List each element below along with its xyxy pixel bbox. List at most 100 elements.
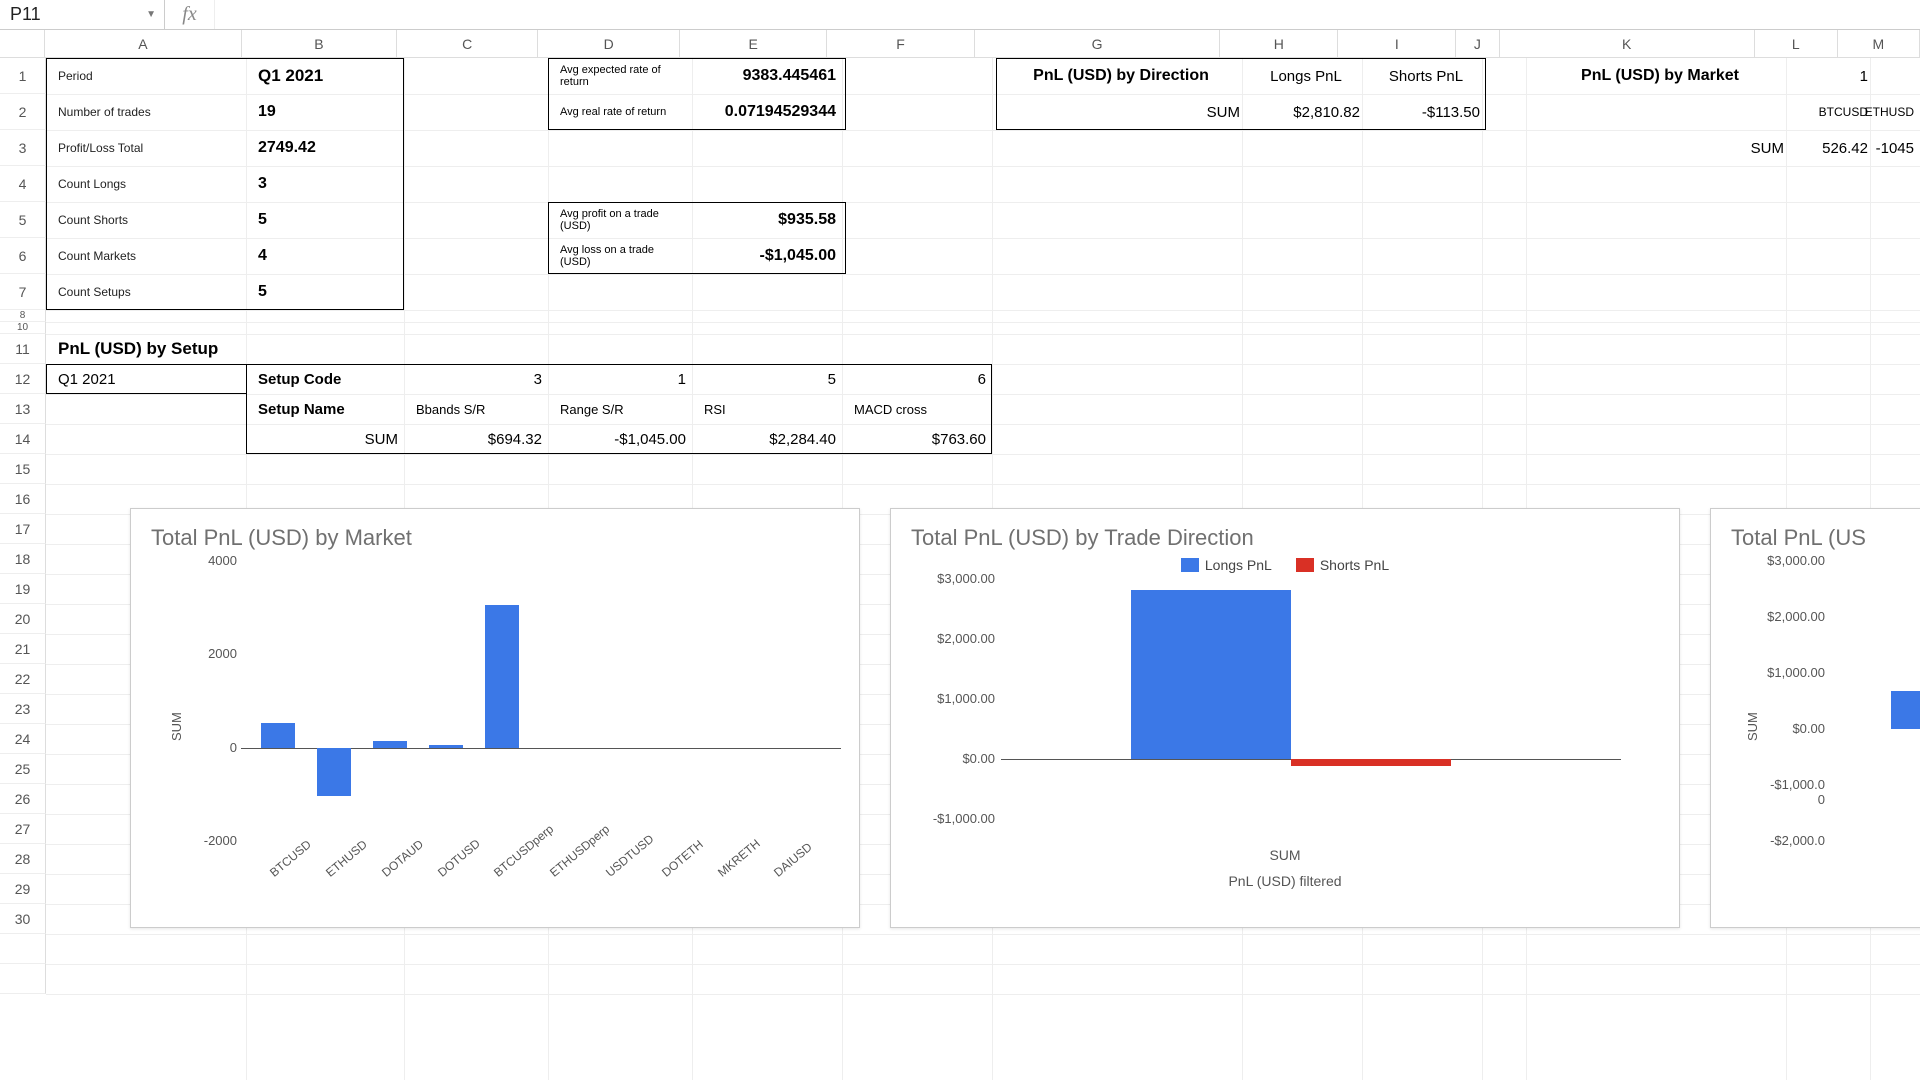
col-header-K[interactable]: K xyxy=(1500,30,1755,57)
col-header-F[interactable]: F xyxy=(827,30,974,57)
row-header-19[interactable]: 19 xyxy=(0,574,46,604)
cell-setup-name-label[interactable]: Setup Name xyxy=(252,394,404,424)
col-header-A[interactable]: A xyxy=(45,30,242,57)
cell-setups-label[interactable]: Count Setups xyxy=(52,274,246,310)
cell-setup-sum-1[interactable]: -$1,045.00 xyxy=(548,424,692,454)
row-header-5[interactable]: 5 xyxy=(0,202,46,238)
cell-shorts-pnl-header[interactable]: Shorts PnL xyxy=(1366,58,1486,94)
cell-setup-code-3[interactable]: 6 xyxy=(842,364,992,394)
cell-exp-return-label[interactable]: Avg expected rate of return xyxy=(554,58,692,94)
cell-real-return-label[interactable]: Avg real rate of return xyxy=(554,94,692,130)
cell-setup-code-1[interactable]: 1 xyxy=(548,364,692,394)
cell-longs-pnl-value[interactable]: $2,810.82 xyxy=(1246,94,1366,130)
row-header-3[interactable]: 3 xyxy=(0,130,46,166)
row-header-12[interactable]: 12 xyxy=(0,364,46,394)
row-header-30[interactable]: 30 xyxy=(0,904,46,934)
cell-ethusd-value[interactable]: -1045 xyxy=(1874,130,1920,166)
row-header-13[interactable]: 13 xyxy=(0,394,46,424)
row-header-14[interactable]: 14 xyxy=(0,424,46,454)
cell-setup-name-2[interactable]: RSI xyxy=(698,394,842,424)
name-box-dropdown-icon[interactable]: ▼ xyxy=(146,9,156,20)
row-header-16[interactable]: 16 xyxy=(0,484,46,514)
col-header-B[interactable]: B xyxy=(242,30,397,57)
cell-btcusd-value[interactable]: 526.42 xyxy=(1790,130,1874,166)
row-header-2[interactable]: 2 xyxy=(0,94,46,130)
row-header-27[interactable]: 27 xyxy=(0,814,46,844)
cell-direction-sum-label[interactable]: SUM xyxy=(996,94,1246,130)
cell-setup-sum-3[interactable]: $763.60 xyxy=(842,424,992,454)
cell-setup-sum-label[interactable]: SUM xyxy=(252,424,404,454)
row-header-6[interactable]: 6 xyxy=(0,238,46,274)
cell-direction-title[interactable]: PnL (USD) by Direction xyxy=(996,58,1246,94)
cell-ethusd-header[interactable]: ETHUSD xyxy=(1874,94,1920,130)
cell-setup-name-1[interactable]: Range S/R xyxy=(554,394,692,424)
cell-avg-profit-label[interactable]: Avg profit on a trade (USD) xyxy=(554,202,692,238)
cell-pnl-label[interactable]: Profit/Loss Total xyxy=(52,130,246,166)
chart-pnl-by-market[interactable]: Total PnL (USD) by Market SUM -200002000… xyxy=(130,508,860,928)
row-header-29[interactable]: 29 xyxy=(0,874,46,904)
col-header-C[interactable]: C xyxy=(397,30,539,57)
col-header-H[interactable]: H xyxy=(1220,30,1338,57)
cell-trades-value[interactable]: 19 xyxy=(252,94,404,130)
chart-pnl-partial[interactable]: Total PnL (US SUM $3,000.00$2,000.00$1,0… xyxy=(1710,508,1920,928)
cell-shorts-pnl-value[interactable]: -$113.50 xyxy=(1366,94,1486,130)
cell-setup-code-label[interactable]: Setup Code xyxy=(252,364,404,394)
row-header-[interactable] xyxy=(0,934,46,964)
cell-pnl-value[interactable]: 2749.42 xyxy=(252,130,404,166)
cell-setup-code-2[interactable]: 5 xyxy=(692,364,842,394)
select-all-corner[interactable] xyxy=(0,30,45,57)
row-header-20[interactable]: 20 xyxy=(0,604,46,634)
col-header-M[interactable]: M xyxy=(1838,30,1920,57)
cell-avg-profit-value[interactable]: $935.58 xyxy=(696,202,842,238)
cell-markets-label[interactable]: Count Markets xyxy=(52,238,246,274)
cell-longs-pnl-header[interactable]: Longs PnL xyxy=(1246,58,1366,94)
row-header-1[interactable]: 1 xyxy=(0,58,46,94)
spreadsheet-area[interactable]: A B C D E F G H I J K L M 12345678101112… xyxy=(0,30,1920,1080)
cell-exp-return-value[interactable]: 9383.445461 xyxy=(696,58,842,94)
row-header-17[interactable]: 17 xyxy=(0,514,46,544)
col-header-E[interactable]: E xyxy=(680,30,827,57)
row-header-22[interactable]: 22 xyxy=(0,664,46,694)
col-header-D[interactable]: D xyxy=(538,30,680,57)
row-header-[interactable] xyxy=(0,964,46,994)
row-header-21[interactable]: 21 xyxy=(0,634,46,664)
row-header-28[interactable]: 28 xyxy=(0,844,46,874)
cell-avg-loss-value[interactable]: -$1,045.00 xyxy=(696,238,842,274)
row-header-4[interactable]: 4 xyxy=(0,166,46,202)
cell-real-return-value[interactable]: 0.07194529344 xyxy=(696,94,842,130)
cell-trades-label[interactable]: Number of trades xyxy=(52,94,246,130)
cell-setup-name-0[interactable]: Bbands S/R xyxy=(410,394,548,424)
cell-market-right-num[interactable]: 1 xyxy=(1790,58,1874,94)
cell-longs-value[interactable]: 3 xyxy=(252,166,404,202)
row-header-11[interactable]: 11 xyxy=(0,334,46,364)
cell-avg-loss-label[interactable]: Avg loss on a trade (USD) xyxy=(554,238,692,274)
cell-btcusd-header[interactable]: BTCUSD xyxy=(1790,94,1874,130)
name-box[interactable]: P11 ▼ xyxy=(0,0,165,29)
cell-shorts-label[interactable]: Count Shorts xyxy=(52,202,246,238)
cell-market-sum-label[interactable]: SUM xyxy=(1530,130,1790,166)
col-header-J[interactable]: J xyxy=(1456,30,1499,57)
row-header-7[interactable]: 7 xyxy=(0,274,46,310)
row-header-15[interactable]: 15 xyxy=(0,454,46,484)
row-header-18[interactable]: 18 xyxy=(0,544,46,574)
chart-pnl-by-direction[interactable]: Total PnL (USD) by Trade Direction Longs… xyxy=(890,508,1680,928)
row-header-26[interactable]: 26 xyxy=(0,784,46,814)
col-header-G[interactable]: G xyxy=(975,30,1221,57)
cell-setup-code-0[interactable]: 3 xyxy=(404,364,548,394)
cell-setup-title[interactable]: PnL (USD) by Setup xyxy=(52,334,352,364)
cell-longs-label[interactable]: Count Longs xyxy=(52,166,246,202)
cell-setup-period[interactable]: Q1 2021 xyxy=(52,364,246,394)
row-header-10[interactable]: 10 xyxy=(0,322,46,334)
col-header-I[interactable]: I xyxy=(1338,30,1456,57)
cell-market-title[interactable]: PnL (USD) by Market xyxy=(1530,58,1790,94)
cell-period-label[interactable]: Period xyxy=(52,58,246,94)
cell-markets-value[interactable]: 4 xyxy=(252,238,404,274)
row-header-25[interactable]: 25 xyxy=(0,754,46,784)
formula-input[interactable] xyxy=(215,0,1920,29)
col-header-L[interactable]: L xyxy=(1755,30,1838,57)
cell-period-value[interactable]: Q1 2021 xyxy=(252,58,404,94)
row-header-8[interactable]: 8 xyxy=(0,310,46,322)
cell-setups-value[interactable]: 5 xyxy=(252,274,404,310)
cell-setup-sum-0[interactable]: $694.32 xyxy=(404,424,548,454)
row-header-23[interactable]: 23 xyxy=(0,694,46,724)
